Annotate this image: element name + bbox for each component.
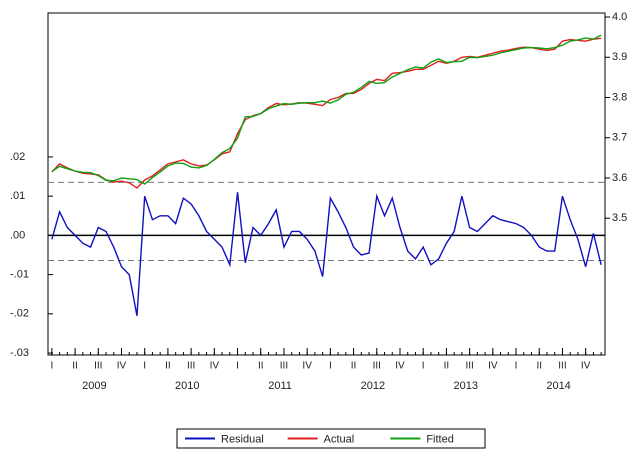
year-label: 2010 [175, 380, 199, 392]
x-tick-label: IV [210, 361, 220, 372]
x-tick-label: II [165, 361, 171, 372]
year-label: 2009 [82, 380, 106, 392]
x-tick-label: I [515, 361, 518, 372]
x-tick-label: III [465, 361, 473, 372]
x-tick-label: IV [302, 361, 312, 372]
x-tick-label: II [536, 361, 542, 372]
y2-tick-label: 3.9 [612, 51, 627, 63]
year-label: 2012 [361, 380, 385, 392]
x-tick-label: II [444, 361, 450, 372]
y-tick-label: .02 [10, 151, 25, 163]
y-tick-label: -.01 [10, 269, 29, 281]
y2-tick-label: 3.6 [612, 172, 627, 184]
x-tick-label: II [258, 361, 264, 372]
y-tick-label: .01 [10, 190, 25, 202]
y-tick-label: -.03 [10, 347, 29, 359]
x-tick-label: I [236, 361, 239, 372]
x-tick-label: III [280, 361, 288, 372]
series-line [51, 192, 602, 316]
x-tick-label: III [94, 361, 102, 372]
x-tick-label: III [187, 361, 195, 372]
x-tick-label: IV [581, 361, 591, 372]
legend-label: Actual [324, 433, 355, 445]
year-label: 2013 [454, 380, 478, 392]
x-tick-label: III [373, 361, 381, 372]
x-tick-label: IV [488, 361, 498, 372]
y-tick-label: .00 [10, 229, 25, 241]
x-tick-label: I [329, 361, 332, 372]
plot-frame [47, 12, 606, 356]
x-tick-label: III [558, 361, 566, 372]
series-line [51, 34, 602, 185]
legend-label: Fitted [426, 433, 454, 445]
y-tick-label: -.02 [10, 308, 29, 320]
x-tick-label: I [422, 361, 425, 372]
year-label: 2011 [268, 380, 292, 392]
y2-tick-label: 3.7 [612, 132, 627, 144]
x-tick-label: IV [117, 361, 127, 372]
x-tick-label: II [351, 361, 357, 372]
y2-tick-label: 4.0 [612, 11, 627, 23]
legend-label: Residual [221, 433, 264, 445]
y2-tick-label: 3.8 [612, 91, 627, 103]
x-tick-label: I [50, 361, 53, 372]
legend-box [176, 428, 486, 449]
x-tick-label: IV [395, 361, 405, 372]
series-line [51, 37, 602, 189]
y2-tick-label: 3.5 [612, 212, 627, 224]
x-tick-label: I [143, 361, 146, 372]
year-label: 2014 [546, 380, 570, 392]
x-tick-label: II [72, 361, 78, 372]
